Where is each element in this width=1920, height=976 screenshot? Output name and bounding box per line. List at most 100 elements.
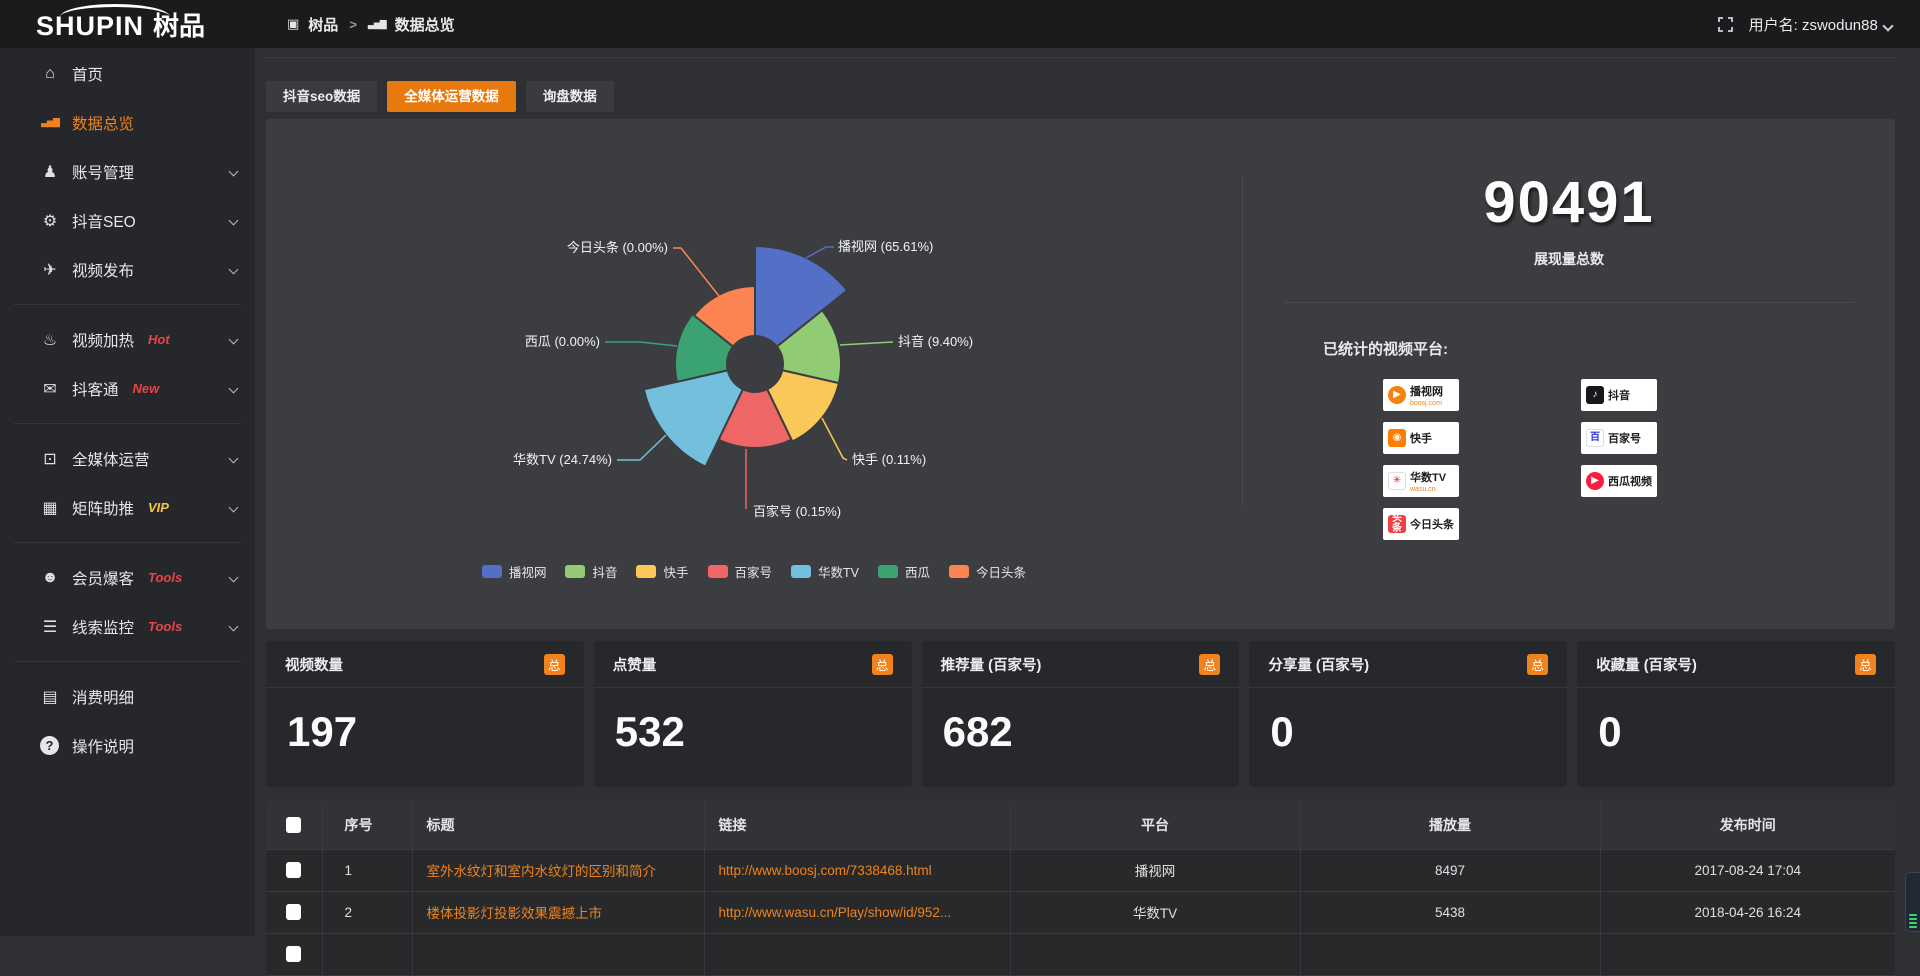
sidebar-item-badge: Tools	[148, 570, 182, 585]
legend-item-今日头条[interactable]: 今日头条	[949, 562, 1026, 581]
douyin-logo: ♪	[1586, 386, 1604, 404]
breadcrumb-current[interactable]: 数据总览	[395, 14, 455, 35]
row-url-link[interactable]: http://www.boosj.com/7338468.html	[704, 849, 1010, 891]
platform-badge-toutiao: 头条今日头条	[1383, 508, 1459, 540]
legend-item-华数TV[interactable]: 华数TV	[791, 562, 859, 581]
sidebar-item-media-ops[interactable]: ⊡全媒体运营	[0, 434, 255, 483]
chevron-down-icon	[229, 503, 239, 513]
total-badge[interactable]: 总	[1527, 654, 1548, 675]
widget-bar	[1909, 926, 1917, 928]
legend-item-抖音[interactable]: 抖音	[565, 562, 617, 581]
sidebar-item-help[interactable]: ? 操作说明	[0, 721, 255, 770]
select-all-checkbox[interactable]	[286, 817, 301, 833]
stat-card-header: 视频数量总	[266, 641, 584, 688]
breadcrumb-root[interactable]: 树品	[308, 14, 338, 35]
floating-widget[interactable]	[1905, 872, 1920, 932]
sidebar-item-label: 操作说明	[72, 735, 134, 757]
sidebar-item-label: 消费明细	[72, 686, 134, 708]
chevron-down-icon	[229, 384, 239, 394]
table-row-stub	[266, 933, 1895, 975]
stat-card-header: 收藏量 (百家号) 总	[1577, 641, 1895, 688]
tab-3[interactable]: 询盘数据	[526, 81, 614, 112]
platform-name: 播视网	[1410, 386, 1443, 398]
chevron-down-icon	[229, 216, 239, 226]
sidebar-item-label: 会员爆客	[72, 567, 134, 589]
help-icon: ?	[40, 736, 59, 755]
sidebar-item-gear[interactable]: ⚙抖音SEO	[0, 196, 255, 245]
chevron-down-icon	[229, 167, 239, 177]
tab-2[interactable]: 全媒体运营数据	[387, 81, 516, 112]
fullscreen-icon[interactable]	[1718, 17, 1733, 32]
media-ops-icon: ⊡	[38, 449, 62, 469]
row-title-link[interactable]: 楼体投影灯投影效果震撼上市	[412, 891, 704, 933]
sidebar-divider	[14, 542, 241, 543]
total-badge[interactable]: 总	[1855, 654, 1876, 675]
row-url-link[interactable]: http://www.wasu.cn/Play/show/id/952...	[704, 891, 1010, 933]
legend-color-chip	[791, 565, 811, 578]
stub-cell	[322, 933, 412, 975]
stat-card-title: 收藏量 (百家号)	[1596, 654, 1697, 675]
sidebar-item-badge: Tools	[148, 619, 182, 634]
row-checkbox[interactable]	[286, 946, 301, 962]
wasu-logo: ✳	[1388, 472, 1406, 490]
sidebar-item-expense[interactable]: ▤消费明细	[0, 672, 255, 721]
legend-item-快手[interactable]: 快手	[636, 562, 688, 581]
total-badge[interactable]: 总	[1199, 654, 1220, 675]
stat-card-value: 532	[594, 688, 912, 756]
tab-1[interactable]: 抖音seo数据	[266, 81, 377, 112]
sidebar-item-home[interactable]: ⌂首页	[0, 49, 255, 98]
sidebar-item-label: 数据总览	[72, 112, 134, 134]
pie-slice-华数TV[interactable]	[644, 370, 743, 466]
pie-label: 西瓜 (0.00%)	[525, 334, 600, 349]
stat-card-value: 0	[1577, 688, 1895, 756]
pie-label: 华数TV (24.74%)	[513, 452, 612, 467]
stub-cell	[1010, 933, 1300, 975]
sidebar-item-label: 抖音SEO	[72, 210, 136, 232]
stat-card-header: 分享量 (百家号)总	[1249, 641, 1567, 688]
sidebar-item-video-publish[interactable]: ✈视频发布	[0, 245, 255, 294]
chart-legend: 播视网抖音 快手 百家号华数TV 西瓜今日头条	[266, 562, 1242, 581]
platform-badge-texts: 百家号	[1608, 430, 1641, 447]
main-content: 抖音seo数据全媒体运营数据询盘数据 播视网 (65.61%)抖音 (9.40%…	[255, 48, 1920, 936]
platform-name: 华数TV	[1410, 472, 1446, 484]
row-checkbox[interactable]	[286, 904, 301, 920]
pie-label: 今日头条 (0.00%)	[567, 240, 668, 255]
row-title-link[interactable]: 室外水纹灯和室内水纹灯的区别和简介	[412, 849, 704, 891]
row-index: 1	[322, 849, 412, 891]
legend-item-播视网[interactable]: 播视网	[482, 562, 547, 581]
summary-divider	[1284, 302, 1854, 303]
home-icon: ⌂	[38, 65, 62, 83]
total-badge[interactable]: 总	[872, 654, 893, 675]
col-header-4: 平台	[1010, 801, 1300, 849]
stat-card-value: 197	[266, 688, 584, 756]
platform-name: 抖音	[1608, 390, 1630, 402]
legend-label: 快手	[663, 562, 688, 581]
sidebar-item-label: 矩阵助推	[72, 497, 134, 519]
row-index: 2	[322, 891, 412, 933]
sidebar-item-badge: New	[133, 381, 160, 396]
header-divider	[266, 57, 1895, 58]
row-checkbox[interactable]	[286, 862, 301, 878]
legend-item-西瓜[interactable]: 西瓜	[878, 562, 930, 581]
legend-item-百家号[interactable]: 百家号	[708, 562, 773, 581]
total-badge[interactable]: 总	[544, 654, 565, 675]
legend-label: 百家号	[735, 562, 773, 581]
sidebar-item-data-overview[interactable]: ▃▅▇数据总览	[0, 98, 255, 147]
sidebar-item-account[interactable]: ♟账号管理	[0, 147, 255, 196]
username-dropdown[interactable]: 用户名: zswodun88	[1749, 14, 1892, 35]
sidebar-divider	[14, 423, 241, 424]
platform-sub: wasu.cn	[1410, 486, 1446, 493]
row-published: 2017-08-24 17:04	[1600, 849, 1895, 891]
pie-label-line	[617, 435, 666, 460]
table-header-row: 序号标题链接平台播放量发布时间	[266, 801, 1895, 849]
